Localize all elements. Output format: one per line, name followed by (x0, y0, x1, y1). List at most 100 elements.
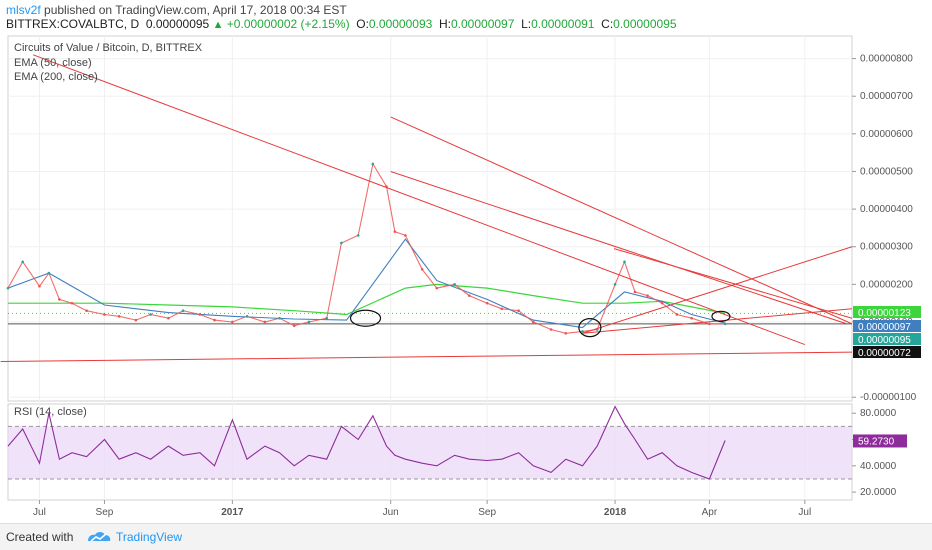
price-point (623, 260, 626, 264)
price-y-tick-label: 0.00000300 (860, 242, 913, 253)
price-point (167, 316, 170, 320)
price-point (646, 294, 649, 297)
price-point (453, 283, 456, 286)
up-arrow-icon: ▲ (212, 19, 224, 31)
symbol-label: BITTREX:COVALBTC, D (6, 17, 140, 31)
price-point (564, 331, 568, 335)
rsi-y-tick-label: 20.0000 (860, 487, 897, 498)
high-value: 0.00000097 (450, 17, 515, 31)
price-point (633, 290, 637, 294)
price-point (85, 309, 88, 312)
price-point (393, 230, 397, 233)
price-point (660, 301, 664, 305)
rsi-y-tick-label: 80.0000 (860, 408, 897, 419)
x-tick-label: Jun (383, 507, 399, 518)
hand-drawn-circle (578, 318, 602, 338)
price-point (231, 320, 234, 324)
price-point (58, 298, 61, 301)
price-y-tick-label: 0.00000500 (860, 166, 913, 177)
trendline (582, 246, 853, 334)
price-point (371, 162, 375, 166)
trendline (0, 351, 853, 362)
price-point (6, 286, 10, 290)
price-point (420, 267, 424, 271)
price-point (38, 284, 41, 288)
open-label: O: (356, 17, 369, 31)
price-point (613, 283, 617, 286)
hand-drawn-circle (349, 309, 382, 327)
price-point (723, 322, 727, 326)
x-tick-label: Jul (33, 507, 46, 518)
ema50-path (7, 238, 726, 329)
price-point (468, 294, 471, 297)
x-tick-label: Sep (478, 507, 496, 518)
ema50-legend[interactable]: EMA (50, close) (14, 57, 92, 69)
price-point (500, 307, 504, 311)
price-point (21, 260, 24, 264)
price-point (103, 313, 106, 316)
hand-drawn-circle (711, 310, 731, 322)
close-value: 0.00000095 (613, 17, 677, 31)
price-point (149, 313, 152, 316)
ema200-legend[interactable]: EMA (200, close) (14, 71, 98, 83)
trendline (390, 116, 853, 325)
price-point (245, 315, 249, 318)
price-point (708, 322, 711, 326)
rsi-badge-label: 59.2730 (858, 436, 895, 447)
price-badge (853, 346, 921, 358)
price-y-tick-label: 0.00000400 (860, 204, 913, 215)
price-pane-border (7, 35, 853, 402)
x-tick-label: 2017 (221, 507, 244, 518)
rsi-badge (853, 434, 907, 448)
price-badge-label: 0.00000097 (858, 322, 911, 333)
chart-canvas[interactable]: 0.00000800 0.00000700 0.00000600 0.00000500… (0, 0, 932, 523)
price-point (356, 234, 360, 237)
last-price: 0.00000095 (145, 17, 210, 31)
x-tick-label: Apr (702, 507, 718, 518)
price-point (292, 324, 296, 328)
ema200-line (8, 283, 726, 316)
trendline (32, 54, 805, 346)
price-point (213, 318, 216, 322)
price-y-tick-label: 0.00000600 (860, 129, 913, 140)
price-point (404, 234, 407, 237)
price-point (70, 301, 74, 305)
price-badge (853, 333, 921, 345)
price-point (307, 320, 311, 324)
price-badge-label: 0.00000123 (858, 308, 911, 319)
price-point (517, 309, 520, 312)
x-tick-label: 2018 (604, 507, 627, 518)
drawing-annotations[interactable] (0, 54, 853, 362)
price-point (435, 286, 439, 290)
high-label: H: (438, 17, 451, 31)
price-series (6, 162, 727, 335)
close-label: C: (601, 17, 614, 31)
price-point (549, 328, 553, 331)
price-point (340, 241, 343, 245)
tradingview-brand[interactable]: TradingView (116, 530, 183, 544)
chart-title: Circuits of Value / Bitcoin, D, BITTREX (14, 42, 203, 54)
rsi-legend[interactable]: RSI (14, close) (14, 406, 87, 418)
price-close-line (7, 162, 726, 334)
grid (7, 35, 853, 501)
price-point (263, 320, 267, 324)
author-name[interactable]: mlsv2f (6, 3, 41, 17)
x-tick-label: Sep (96, 507, 114, 518)
price-change: +0.00000002 (+2.15%) (226, 17, 350, 31)
x-tick-label: Jul (798, 507, 811, 518)
rsi-line (7, 405, 726, 480)
low-label: L: (521, 17, 532, 31)
trendline (613, 248, 853, 319)
open-value: 0.00000093 (368, 17, 433, 31)
price-point (325, 316, 329, 320)
price-point (134, 318, 138, 322)
price-y-tick-label: -0.00000100 (860, 392, 917, 403)
price-badge (853, 306, 921, 318)
price-y-tick-label: 0.00000200 (860, 279, 913, 290)
ohlc-bar: BITTREX:COVALBTC, D 0.00000095 ▲ +0.0000… (6, 17, 677, 31)
price-point (47, 271, 51, 275)
rsi-pane (7, 405, 852, 480)
axes: 0.00000800 0.00000700 0.00000600 0.00000500… (33, 54, 917, 518)
price-point (690, 316, 693, 320)
rsi-y-tick-label: 40.0000 (860, 461, 897, 472)
